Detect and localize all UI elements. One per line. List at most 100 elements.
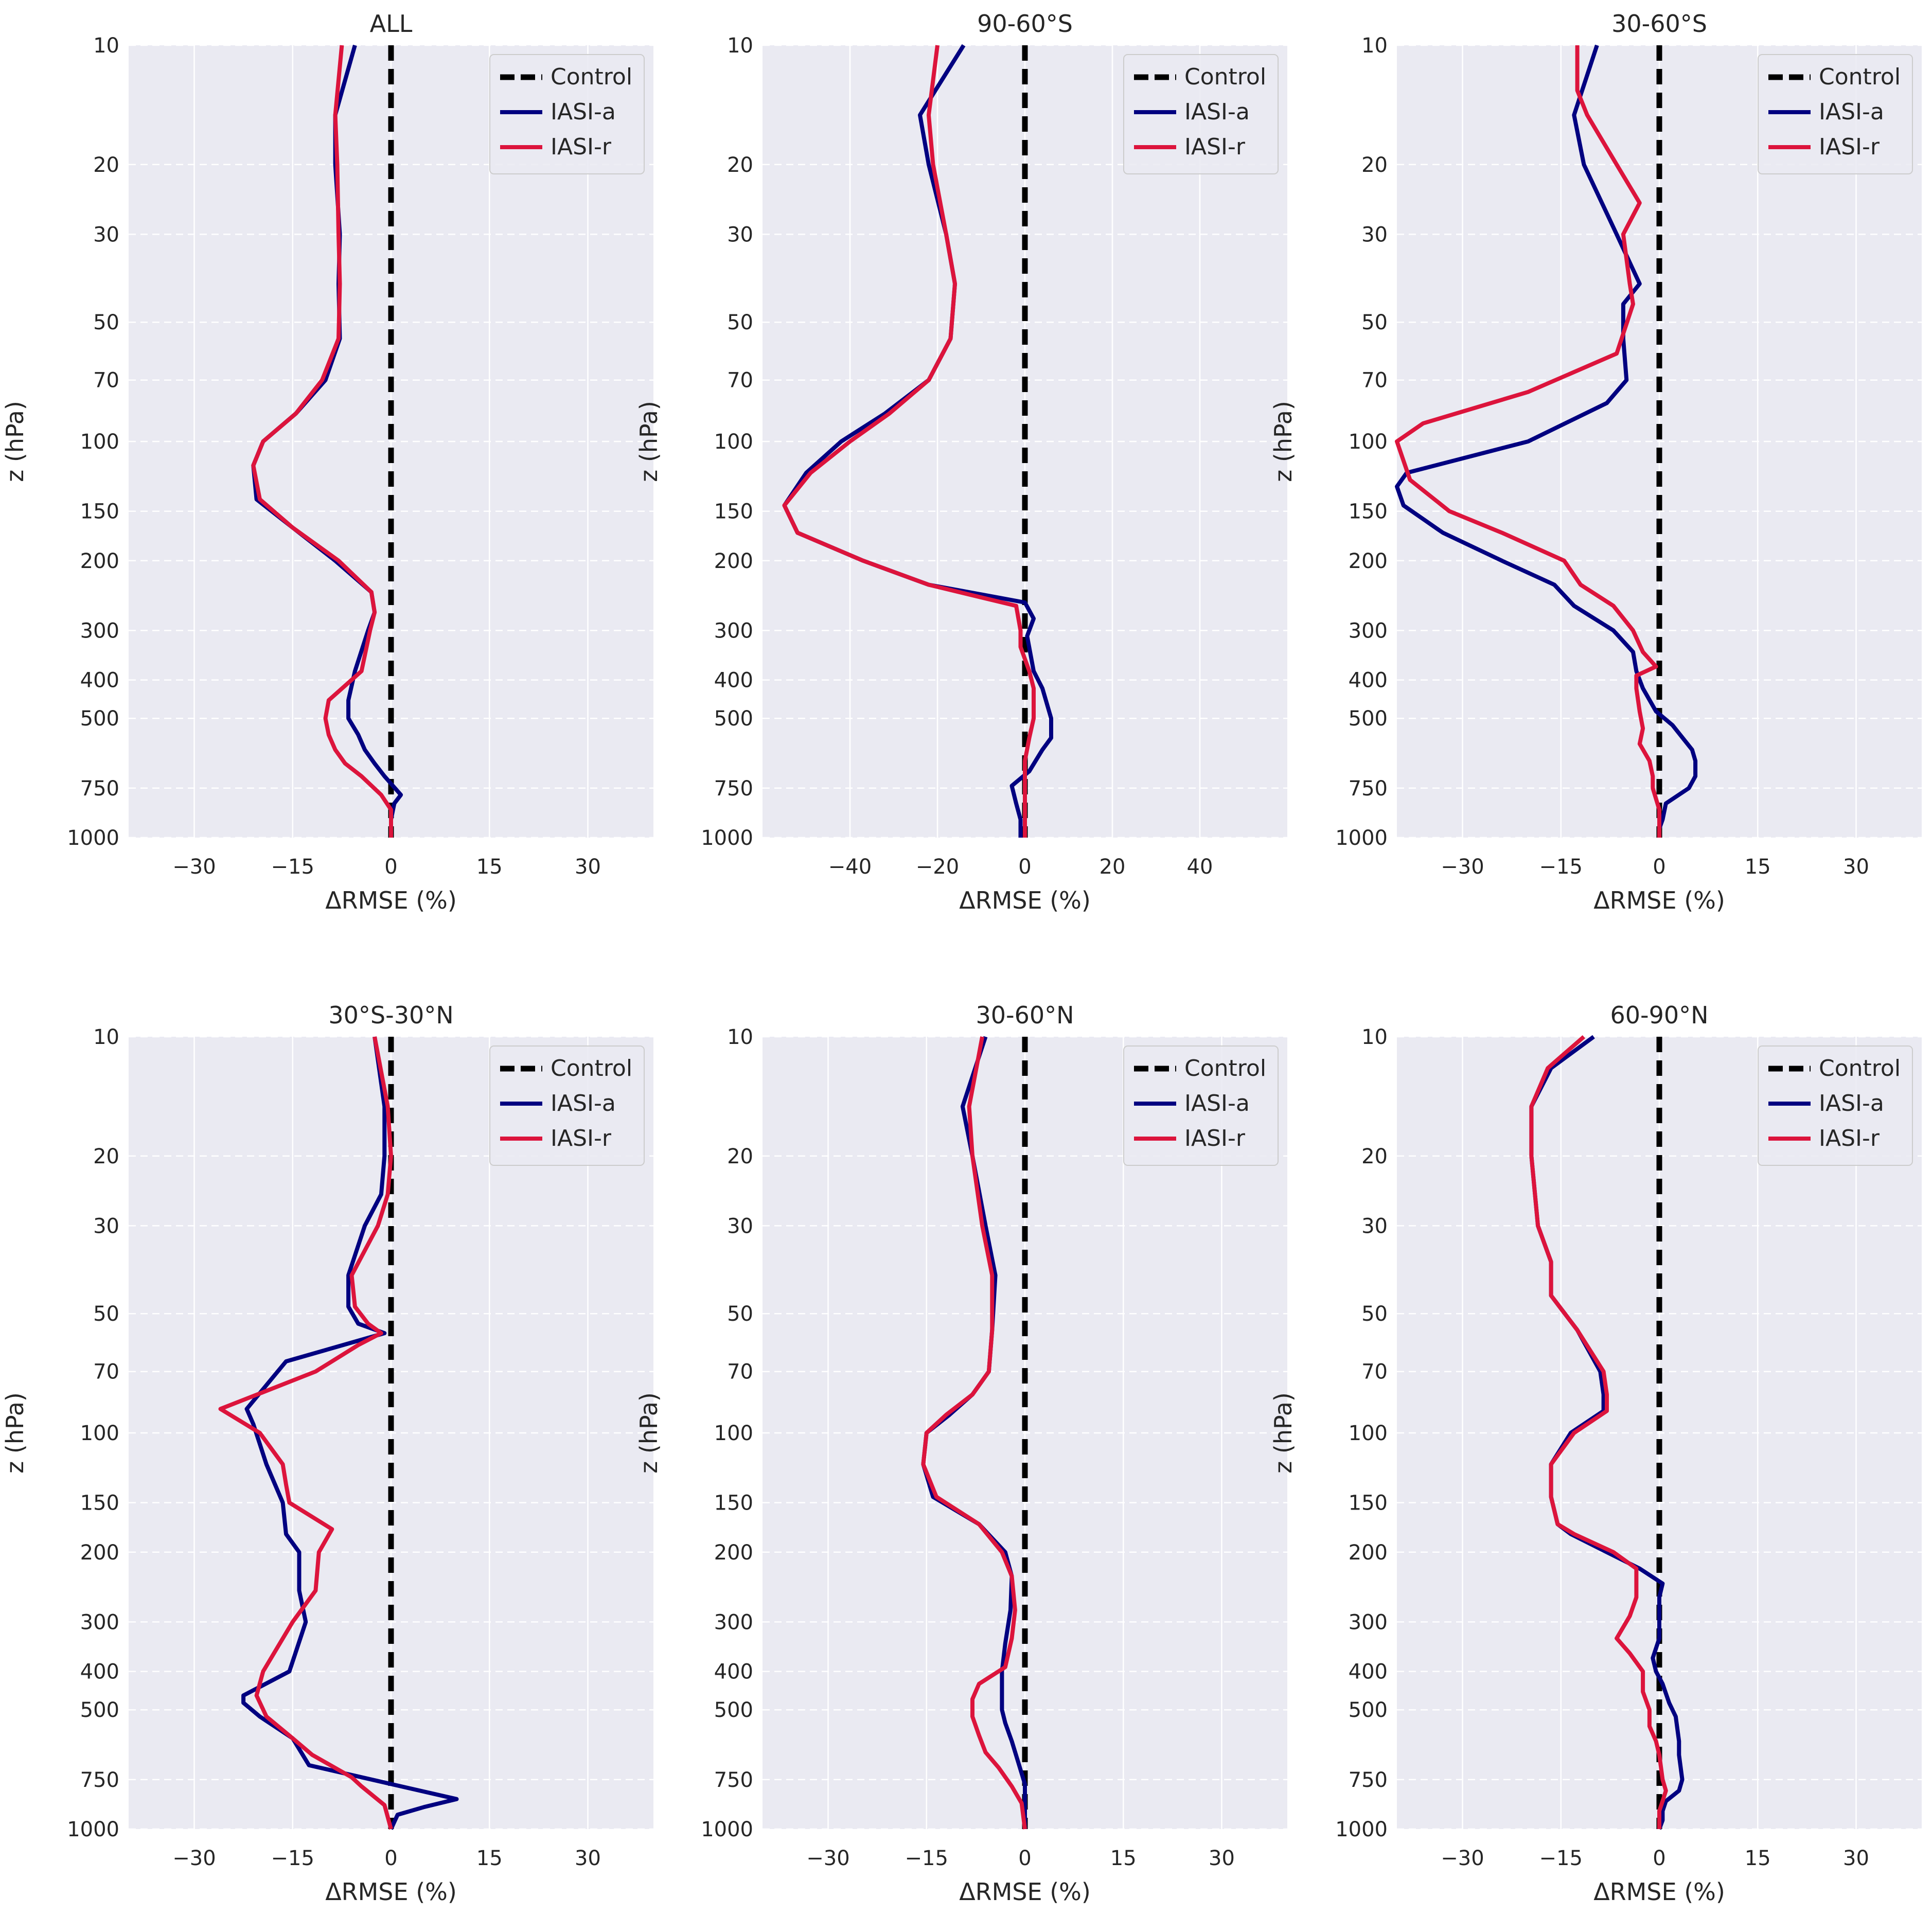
legend-label-iasi-a: IASI-a xyxy=(1184,99,1250,125)
legend: Control IASI-a IASI-r xyxy=(1758,54,1913,174)
y-tick-label: 200 xyxy=(714,549,753,573)
x-axis-title: ΔRMSE (%) xyxy=(1593,886,1725,914)
x-axis-title: ΔRMSE (%) xyxy=(325,1878,457,1906)
x-tick-label: 15 xyxy=(1745,855,1771,879)
y-tick-label: 70 xyxy=(1361,1360,1388,1384)
y-tick-label: 750 xyxy=(714,777,753,801)
y-tick-label: 200 xyxy=(80,1541,119,1565)
y-axis-title: z (hPa) xyxy=(635,401,663,482)
x-tick-label: 0 xyxy=(384,855,397,879)
legend-label-iasi-r: IASI-r xyxy=(1184,134,1246,160)
y-tick-label: 150 xyxy=(80,500,119,524)
y-tick-label: 300 xyxy=(1349,619,1388,643)
y-tick-label: 20 xyxy=(1361,153,1388,177)
y-tick-label: 20 xyxy=(727,1145,753,1168)
y-tick-label: 400 xyxy=(714,1660,753,1684)
y-tick-label: 300 xyxy=(714,1610,753,1634)
legend-label-control: Control xyxy=(1184,64,1266,90)
y-tick-label: 150 xyxy=(1349,1492,1388,1515)
y-tick-label: 400 xyxy=(1349,1660,1388,1684)
x-tick-label: 15 xyxy=(476,1847,503,1870)
y-tick-label: 70 xyxy=(727,1360,753,1384)
y-tick-label: 400 xyxy=(80,669,119,693)
y-tick-label: 150 xyxy=(1349,500,1388,524)
legend-label-iasi-r: IASI-r xyxy=(1819,134,1880,160)
series-line-iasi-a xyxy=(1395,44,1698,838)
legend: Control IASI-a IASI-r xyxy=(1123,1045,1279,1166)
y-tick-label: 10 xyxy=(727,34,753,58)
x-tick-label: −30 xyxy=(806,1847,849,1870)
x-tick-label: −15 xyxy=(271,1847,314,1870)
y-tick-label: 100 xyxy=(80,1422,119,1445)
y-tick-label: 50 xyxy=(727,311,753,334)
y-tick-label: 300 xyxy=(1349,1610,1388,1634)
y-tick-label: 50 xyxy=(93,1302,119,1326)
y-axis-title: z (hPa) xyxy=(1,401,29,482)
legend-label-control: Control xyxy=(1184,1055,1266,1081)
panel-title: 30-60°S xyxy=(1611,10,1707,38)
legend-label-control: Control xyxy=(551,64,632,90)
y-tick-label: 100 xyxy=(714,430,753,454)
y-tick-label: 1000 xyxy=(1335,1818,1388,1841)
y-tick-label: 50 xyxy=(93,311,119,334)
y-tick-label: 30 xyxy=(93,223,119,246)
y-tick-label: 300 xyxy=(80,619,119,643)
x-axis-title: ΔRMSE (%) xyxy=(959,886,1091,914)
y-tick-label: 200 xyxy=(1349,1541,1388,1565)
legend-box xyxy=(1123,1045,1279,1166)
legend-label-iasi-r: IASI-r xyxy=(551,134,612,160)
panel-title: 30°S-30°N xyxy=(328,1001,453,1029)
x-tick-label: −20 xyxy=(916,855,959,879)
y-tick-label: 150 xyxy=(714,500,753,524)
y-tick-label: 1000 xyxy=(701,1818,753,1841)
x-tick-label: 0 xyxy=(1018,855,1031,879)
y-tick-label: 150 xyxy=(80,1492,119,1515)
y-tick-label: 10 xyxy=(1361,1025,1388,1049)
x-tick-label: 30 xyxy=(575,855,601,879)
y-axis-title: z (hPa) xyxy=(1269,401,1297,482)
legend-label-iasi-a: IASI-a xyxy=(1819,1090,1884,1116)
legend-box xyxy=(489,1045,645,1166)
x-tick-label: 15 xyxy=(1110,1847,1137,1870)
y-tick-label: 1000 xyxy=(1335,826,1388,850)
x-tick-label: −30 xyxy=(1441,855,1484,879)
panel-1: −30 −15 0 15 30 10 20 30 50 70 100 150 200 300 400 500 7… xyxy=(1,10,653,914)
legend: Control IASI-a IASI-r xyxy=(1758,1045,1913,1166)
y-tick-label: 1000 xyxy=(67,826,119,850)
y-tick-label: 50 xyxy=(1361,1302,1388,1326)
legend-label-iasi-a: IASI-a xyxy=(1184,1090,1250,1116)
x-tick-label: −30 xyxy=(172,855,216,879)
y-tick-label: 10 xyxy=(93,1025,119,1049)
y-axis-title: z (hPa) xyxy=(1,1392,29,1474)
legend: Control IASI-a IASI-r xyxy=(1123,54,1279,174)
panel-2: −40 −20 0 20 40 10 20 30 50 70 100 150 200 300 400 500 7… xyxy=(635,10,1287,914)
legend-label-iasi-r: IASI-r xyxy=(1819,1125,1880,1151)
legend-label-control: Control xyxy=(551,1055,632,1081)
legend-box xyxy=(1758,1045,1913,1166)
series-line-iasi-a xyxy=(241,1036,459,1830)
y-tick-label: 500 xyxy=(80,1698,119,1722)
legend-box xyxy=(489,54,645,174)
y-axis-title: z (hPa) xyxy=(635,1392,663,1474)
x-tick-label: −15 xyxy=(271,855,314,879)
y-tick-label: 50 xyxy=(727,1302,753,1326)
x-tick-label: 15 xyxy=(476,855,503,879)
y-tick-label: 20 xyxy=(727,153,753,177)
y-tick-label: 20 xyxy=(93,153,119,177)
x-tick-label: 0 xyxy=(384,1847,397,1870)
x-axis-title: ΔRMSE (%) xyxy=(1593,1878,1725,1906)
legend-label-iasi-a: IASI-a xyxy=(1819,99,1884,125)
panel-title: 30-60°N xyxy=(976,1001,1074,1029)
y-tick-label: 750 xyxy=(80,777,119,801)
legend-label-iasi-a: IASI-a xyxy=(551,1090,616,1116)
x-tick-label: 15 xyxy=(1745,1847,1771,1870)
panel-title: 90-60°S xyxy=(977,10,1073,38)
y-tick-label: 50 xyxy=(1361,311,1388,334)
y-tick-label: 100 xyxy=(714,1422,753,1445)
y-tick-label: 500 xyxy=(714,707,753,731)
y-tick-label: 500 xyxy=(714,1698,753,1722)
y-tick-label: 400 xyxy=(80,1660,119,1684)
x-tick-label: 40 xyxy=(1187,855,1213,879)
series-line-iasi-r xyxy=(1529,1035,1668,1829)
panel-title: ALL xyxy=(370,10,413,38)
